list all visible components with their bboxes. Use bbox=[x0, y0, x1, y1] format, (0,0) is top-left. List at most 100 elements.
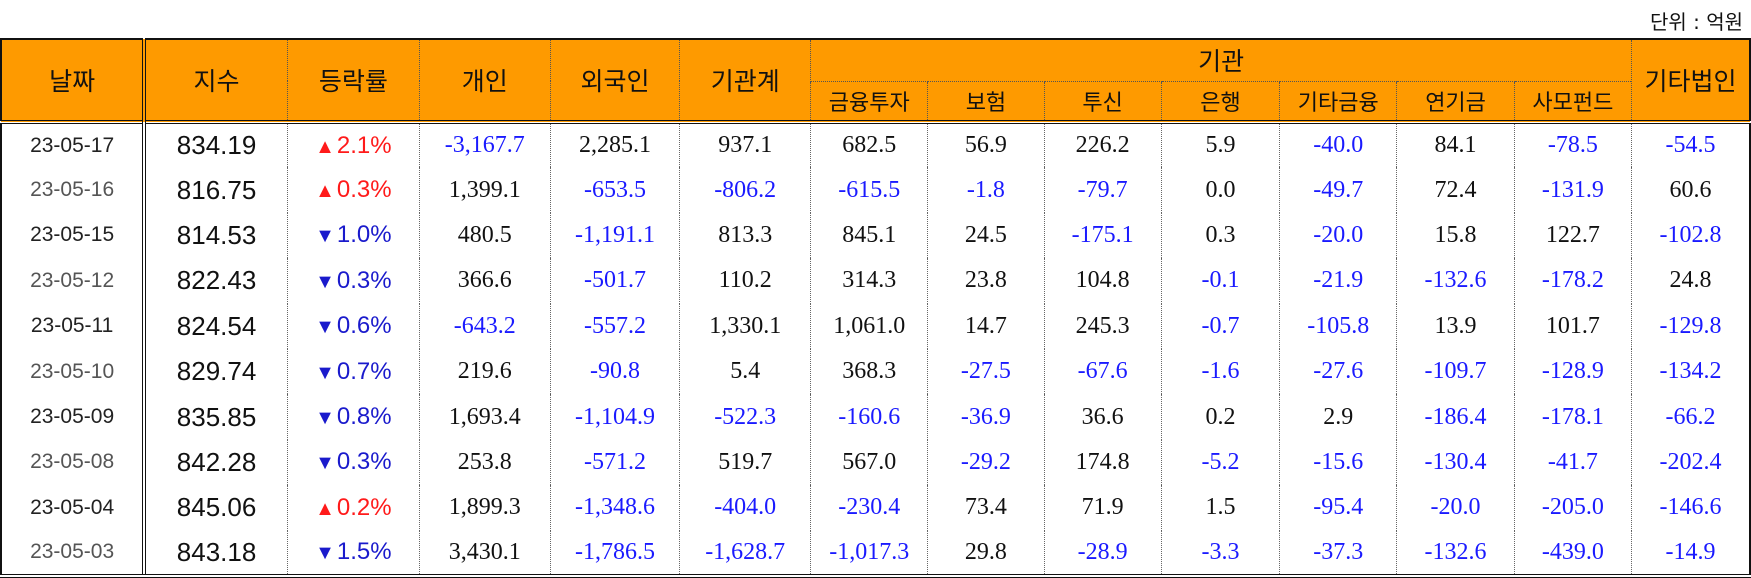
cell-bank: -5.2 bbox=[1160, 439, 1280, 486]
cell-date: 23-05-04 bbox=[0, 485, 145, 531]
header-other-finance[interactable]: 기타금융 bbox=[1279, 80, 1397, 122]
cell-change: ▼0.8% bbox=[286, 394, 420, 440]
cell-pension: -186.4 bbox=[1396, 394, 1515, 440]
cell-insurance: -27.5 bbox=[927, 348, 1044, 395]
table-row[interactable]: 23-05-09 835.85 ▼0.8% 1,693.4 -1,104.9 -522.3… bbox=[0, 394, 1751, 440]
header-inst-total[interactable]: 기관계 bbox=[679, 38, 811, 122]
cell-financial-invest: -615.5 bbox=[810, 167, 928, 213]
header-investment-trust[interactable]: 투신 bbox=[1043, 80, 1162, 122]
header-change[interactable]: 등락률 bbox=[286, 38, 420, 122]
cell-financial-invest: -160.6 bbox=[810, 394, 928, 440]
cell-insurance: 24.5 bbox=[927, 212, 1044, 259]
cell-investment-trust: 71.9 bbox=[1043, 485, 1162, 531]
cell-other-finance: 2.9 bbox=[1279, 394, 1397, 440]
cell-financial-invest: 368.3 bbox=[810, 348, 928, 395]
cell-foreign: -1,786.5 bbox=[549, 530, 680, 578]
cell-investment-trust: 226.2 bbox=[1043, 119, 1162, 168]
cell-private-fund: -439.0 bbox=[1513, 530, 1632, 578]
header-date[interactable]: 날짜 bbox=[0, 38, 145, 122]
header-insurance[interactable]: 보험 bbox=[927, 80, 1044, 122]
cell-private-fund: 122.7 bbox=[1513, 212, 1632, 259]
change-value: 1.0% bbox=[336, 221, 392, 249]
cell-other-corp: -14.9 bbox=[1631, 530, 1751, 578]
header-individual[interactable]: 개인 bbox=[418, 38, 551, 122]
change-value: 0.2% bbox=[336, 493, 392, 521]
unit-label: 단위 : 억원 bbox=[1649, 10, 1743, 34]
header-other-corp[interactable]: 기타법인 bbox=[1631, 38, 1751, 122]
cell-bank: -1.6 bbox=[1160, 348, 1280, 395]
cell-pension: 84.1 bbox=[1396, 119, 1515, 168]
header-financial-invest[interactable]: 금융투자 bbox=[810, 80, 928, 122]
cell-foreign: -1,104.9 bbox=[549, 394, 680, 440]
cell-bank: 0.0 bbox=[1160, 167, 1280, 213]
change-value: 0.6% bbox=[336, 312, 392, 340]
cell-individual: 1,399.1 bbox=[418, 167, 551, 213]
triangle-up-icon: ▲ bbox=[315, 180, 335, 203]
triangle-up-icon: ▲ bbox=[315, 135, 335, 158]
cell-bank: 0.3 bbox=[1160, 212, 1280, 259]
cell-foreign: -571.2 bbox=[549, 439, 680, 486]
table-row[interactable]: 23-05-15 814.53 ▼1.0% 480.5 -1,191.1 813.3 845… bbox=[0, 212, 1751, 259]
header-foreign[interactable]: 외국인 bbox=[549, 38, 680, 122]
table-row[interactable]: 23-05-17 834.19 ▲2.1% -3,167.7 2,285.1 937.1 6… bbox=[0, 119, 1751, 168]
cell-private-fund: -205.0 bbox=[1513, 485, 1632, 531]
triangle-down-icon: ▼ bbox=[315, 225, 335, 248]
cell-private-fund: 101.7 bbox=[1513, 303, 1632, 349]
cell-change: ▲0.2% bbox=[286, 485, 420, 531]
cell-index: 842.28 bbox=[142, 439, 288, 486]
table-row[interactable]: 23-05-10 829.74 ▼0.7% 219.6 -90.8 5.4 368.3 -27… bbox=[0, 348, 1751, 395]
triangle-down-icon: ▼ bbox=[315, 452, 335, 475]
cell-index: 845.06 bbox=[142, 485, 288, 531]
change-value: 0.3% bbox=[336, 176, 392, 204]
header-pension[interactable]: 연기금 bbox=[1396, 80, 1515, 122]
cell-bank: 0.2 bbox=[1160, 394, 1280, 440]
cell-foreign: -90.8 bbox=[549, 348, 680, 395]
table-row[interactable]: 23-05-08 842.28 ▼0.3% 253.8 -571.2 519.7 567.0… bbox=[0, 439, 1751, 486]
header-inst-group: 기관 bbox=[810, 38, 1632, 81]
cell-financial-invest: 1,061.0 bbox=[810, 303, 928, 349]
header-index[interactable]: 지수 bbox=[142, 38, 288, 122]
table-row[interactable]: 23-05-16 816.75 ▲0.3% 1,399.1 -653.5 -806.2 -6… bbox=[0, 167, 1751, 213]
cell-financial-invest: 314.3 bbox=[810, 258, 928, 304]
cell-other-finance: -27.6 bbox=[1279, 348, 1397, 395]
cell-insurance: 56.9 bbox=[927, 119, 1044, 168]
cell-investment-trust: -79.7 bbox=[1043, 167, 1162, 213]
cell-inst-total: -806.2 bbox=[679, 167, 811, 213]
cell-insurance: 14.7 bbox=[927, 303, 1044, 349]
table-row[interactable]: 23-05-11 824.54 ▼0.6% -643.2 -557.2 1,330.1 1,… bbox=[0, 303, 1751, 349]
cell-other-finance: -21.9 bbox=[1279, 258, 1397, 304]
cell-other-corp: -129.8 bbox=[1631, 303, 1751, 349]
header-private-fund[interactable]: 사모펀드 bbox=[1513, 80, 1632, 122]
cell-inst-total: 110.2 bbox=[679, 258, 811, 304]
cell-inst-total: 937.1 bbox=[679, 119, 811, 168]
cell-other-corp: -202.4 bbox=[1631, 439, 1751, 486]
cell-investment-trust: 174.8 bbox=[1043, 439, 1162, 486]
cell-foreign: -501.7 bbox=[549, 258, 680, 304]
triangle-down-icon: ▼ bbox=[315, 542, 335, 565]
cell-change: ▼0.3% bbox=[286, 439, 420, 486]
table-row[interactable]: 23-05-03 843.18 ▼1.5% 3,430.1 -1,786.5 -1,628… bbox=[0, 530, 1751, 578]
cell-foreign: -653.5 bbox=[549, 167, 680, 213]
cell-inst-total: 519.7 bbox=[679, 439, 811, 486]
change-value: 0.3% bbox=[336, 448, 392, 476]
cell-other-finance: -20.0 bbox=[1279, 212, 1397, 259]
cell-index: 835.85 bbox=[142, 394, 288, 440]
cell-other-finance: -105.8 bbox=[1279, 303, 1397, 349]
cell-financial-invest: -1,017.3 bbox=[810, 530, 928, 578]
cell-financial-invest: 682.5 bbox=[810, 119, 928, 168]
cell-investment-trust: 104.8 bbox=[1043, 258, 1162, 304]
cell-insurance: -29.2 bbox=[927, 439, 1044, 486]
investor-trading-table: 날짜 지수 등락률 개인 외국인 기관계 기관 기타법인 금융투자 보험 투신 … bbox=[0, 38, 1751, 578]
cell-pension: -132.6 bbox=[1396, 258, 1515, 304]
cell-individual: 1,693.4 bbox=[418, 394, 551, 440]
table-row[interactable]: 23-05-12 822.43 ▼0.3% 366.6 -501.7 110.2 314.3… bbox=[0, 258, 1751, 304]
cell-other-corp: -102.8 bbox=[1631, 212, 1751, 259]
table-row[interactable]: 23-05-04 845.06 ▲0.2% 1,899.3 -1,348.6 -404.0… bbox=[0, 485, 1751, 531]
header-bank[interactable]: 은행 bbox=[1160, 80, 1280, 122]
cell-pension: 15.8 bbox=[1396, 212, 1515, 259]
cell-private-fund: -78.5 bbox=[1513, 119, 1632, 168]
cell-insurance: -1.8 bbox=[927, 167, 1044, 213]
cell-private-fund: -178.2 bbox=[1513, 258, 1632, 304]
triangle-down-icon: ▼ bbox=[315, 270, 335, 293]
cell-date: 23-05-08 bbox=[0, 439, 145, 486]
